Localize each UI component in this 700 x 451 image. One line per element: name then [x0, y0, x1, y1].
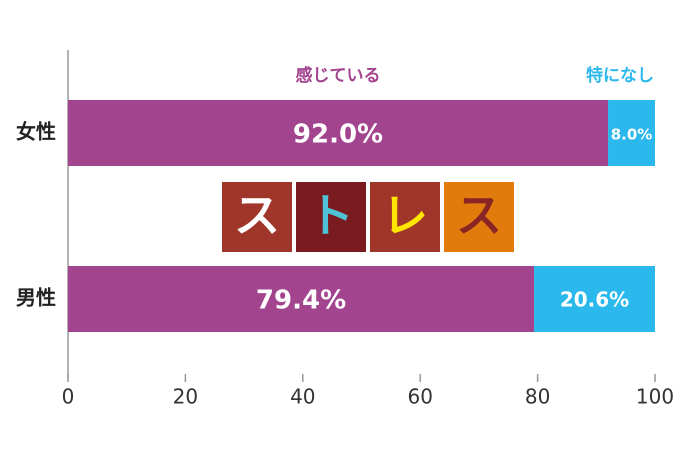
tile [370, 182, 440, 252]
bar-segment [534, 266, 655, 332]
legend-label: 感じている [296, 65, 381, 86]
value-label: 20.6% [560, 288, 629, 312]
x-tick-label: 100 [636, 385, 674, 409]
tile-text: ス [456, 189, 502, 243]
tile [222, 182, 292, 252]
value-label: 92.0% [293, 120, 383, 150]
bar-segment [68, 266, 535, 332]
y-tick-label: 男性 [16, 286, 56, 310]
value-label: 79.4% [256, 286, 346, 316]
tile-text: ス [234, 189, 280, 243]
bar-segment [608, 100, 655, 166]
x-tick-label: 0 [62, 385, 75, 409]
x-tick-label: 20 [173, 385, 198, 409]
y-tick-label: 女性 [16, 120, 56, 144]
x-tick-label: 40 [290, 385, 315, 409]
value-label: 8.0% [611, 126, 653, 144]
x-tick-label: 60 [407, 385, 432, 409]
legend-label: 特になし [586, 65, 654, 86]
tile-text: ト [308, 189, 354, 243]
tile-text: レ [382, 189, 428, 243]
tile [444, 182, 514, 252]
x-tick-label: 80 [525, 385, 550, 409]
tile [296, 182, 366, 252]
bar-segment [68, 100, 609, 166]
